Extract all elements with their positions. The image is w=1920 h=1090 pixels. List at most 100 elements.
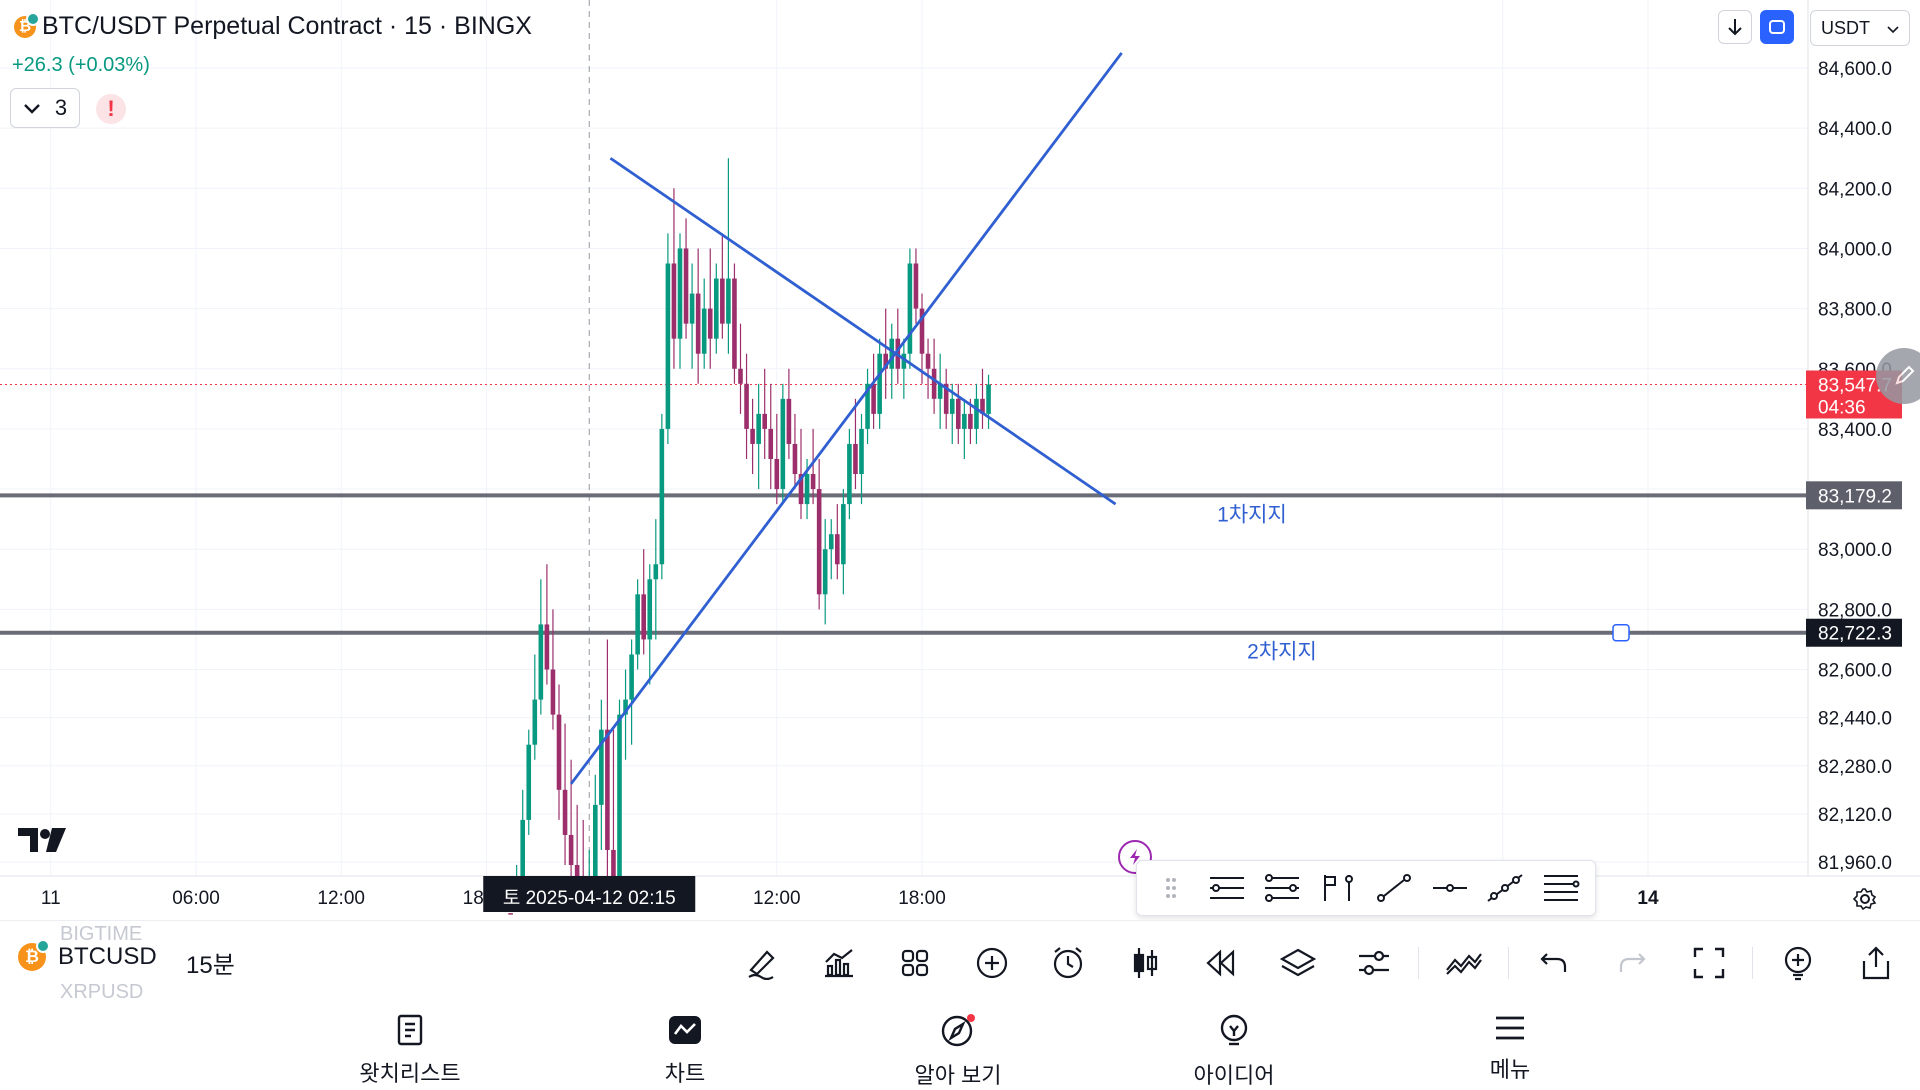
price-axis-label: 84,200.0	[1818, 179, 1892, 200]
flag-line-icon[interactable]	[1316, 866, 1360, 910]
candle-body	[720, 278, 725, 324]
symbol-title[interactable]: ₿ BTC/USDT Perpetual Contract · 15 · BIN…	[14, 11, 532, 41]
warning-icon[interactable]: !	[96, 94, 126, 124]
candle-body	[956, 398, 961, 429]
segment-icon[interactable]	[1483, 866, 1527, 910]
arrow-down-icon[interactable]	[1718, 10, 1752, 44]
candle-body	[623, 699, 628, 715]
candle-body	[689, 293, 695, 324]
nav-label: 메뉴	[1489, 1057, 1531, 1082]
last-price-text: 83,547.7	[1818, 375, 1892, 396]
price-chart[interactable]: 1차지지 2차지지 84,600.0 84,400.0 84,200.0 84,000.0…	[0, 0, 1920, 920]
trend-line[interactable]	[569, 52, 1123, 785]
gear-icon[interactable]	[1850, 884, 1880, 914]
lightning-icon[interactable]	[1118, 840, 1152, 874]
candle-body	[526, 744, 532, 820]
horizontal-lines-icon[interactable]	[1205, 866, 1249, 910]
add-icon[interactable]	[970, 941, 1014, 985]
candle-style-icon[interactable]	[1123, 941, 1167, 985]
drag-handle-icon[interactable]	[1149, 866, 1193, 910]
symbol-selector[interactable]: BIGTIME ₿ BTCUSD XRPUSD	[18, 923, 157, 1003]
settings-icon[interactable]	[1352, 941, 1396, 985]
indicators-icon[interactable]	[817, 941, 861, 985]
time-axis-label: 11	[41, 888, 61, 909]
candle-body	[816, 489, 822, 595]
candle-body	[756, 413, 761, 444]
candle-body	[629, 654, 634, 700]
candle-body	[853, 443, 858, 475]
time-axis-label: 12:00	[317, 888, 365, 909]
share-icon[interactable]	[1854, 941, 1898, 985]
candle-body	[605, 729, 610, 850]
templates-icon[interactable]	[893, 941, 937, 985]
object-tree-icon[interactable]	[1776, 941, 1820, 985]
undo-icon[interactable]	[1532, 941, 1576, 985]
layers-icon[interactable]	[1276, 941, 1320, 985]
indicator-count: 3	[54, 95, 68, 120]
time-axis-label: 14	[1637, 888, 1659, 909]
candle-body	[968, 413, 973, 429]
brush-icon[interactable]	[740, 941, 784, 985]
price-axis-label: 83,800.0	[1818, 300, 1892, 321]
nav-item-menu[interactable]: 메뉴	[1440, 1014, 1580, 1084]
support-line-label: 2차지지	[1247, 641, 1317, 664]
nav-item-chart[interactable]: 차트	[615, 1014, 755, 1088]
ideas-icon	[1218, 1014, 1250, 1054]
parallel-lines-icon[interactable]	[1539, 866, 1583, 910]
candle-body	[750, 428, 755, 444]
price-axis-label: 84,400.0	[1818, 119, 1892, 140]
nav-item-watchlist[interactable]: 왓치리스트	[340, 1014, 480, 1088]
sync-icon[interactable]	[1760, 10, 1794, 44]
watchlist-icon	[395, 1014, 425, 1052]
candle-body	[774, 458, 780, 490]
candle-body	[647, 579, 653, 640]
ghost-symbol-below: XRPUSD	[60, 981, 144, 1003]
indicators-toggle-button[interactable]: 3	[10, 88, 80, 128]
nav-item-explore[interactable]: 알아 보기	[888, 1014, 1028, 1090]
support-price-tag-text: 83,179.2	[1818, 486, 1892, 507]
bitcoin-icon: ₿	[14, 11, 40, 38]
currency-select[interactable]: USDT	[1810, 10, 1910, 46]
currency-value: USDT	[1821, 17, 1870, 38]
horizontal-ray-icon[interactable]	[1428, 866, 1472, 910]
candle-body	[822, 549, 828, 595]
line-handle[interactable]	[1612, 623, 1630, 642]
chevron-down-icon	[1887, 18, 1899, 39]
candle-body	[943, 383, 949, 414]
crosshair-time-tag	[483, 876, 696, 912]
crosshair-time-text: 토 2025-04-12 02:15	[503, 888, 676, 909]
replay-icon[interactable]	[1199, 941, 1243, 985]
price-axis-label: 83,000.0	[1818, 540, 1892, 561]
bottom-navigation: 왓치리스트 차트 알아 보기 아이디어 메뉴	[0, 1004, 1920, 1088]
price-axis-label: 84,600.0	[1818, 59, 1892, 80]
nav-item-ideas[interactable]: 아이디어	[1164, 1014, 1304, 1090]
multi-chart-icon[interactable]	[1442, 941, 1486, 985]
toolbar-divider	[1508, 947, 1509, 979]
candle-body	[635, 594, 640, 655]
chart-toolbar: BIGTIME ₿ BTCUSD XRPUSD 15분	[0, 920, 1920, 1006]
candle-body	[550, 669, 556, 715]
fullscreen-icon[interactable]	[1687, 941, 1731, 985]
candle-body	[617, 714, 622, 876]
candle-body	[907, 263, 913, 354]
candle-body	[732, 278, 737, 369]
redo-icon[interactable]	[1610, 941, 1654, 985]
candle-body	[659, 428, 665, 565]
candle-body	[683, 248, 689, 324]
candle-body	[859, 428, 864, 475]
candle-body	[556, 714, 562, 790]
candle-body	[532, 699, 538, 745]
multi-lines-icon[interactable]	[1260, 866, 1304, 910]
candle-body	[962, 413, 967, 429]
alert-icon[interactable]	[1046, 941, 1090, 985]
trend-line[interactable]	[609, 157, 1117, 506]
candle-body	[738, 368, 743, 384]
candle-body	[835, 534, 840, 565]
timeframe-selector[interactable]: 15분	[186, 952, 235, 979]
pencil-icon[interactable]	[1876, 348, 1920, 404]
candle-body	[593, 804, 598, 876]
price-axis-label: 84,000.0	[1818, 239, 1892, 260]
menu-icon	[1494, 1014, 1526, 1048]
candle-body	[913, 263, 919, 309]
trend-line-icon[interactable]	[1372, 866, 1416, 910]
